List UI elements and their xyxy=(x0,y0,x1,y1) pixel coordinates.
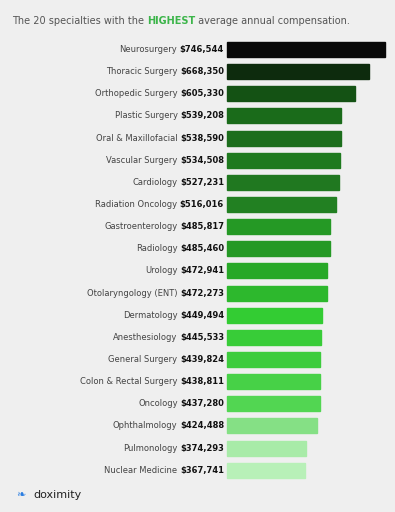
Text: Urology: Urology xyxy=(145,266,177,275)
Text: Nuclear Medicine: Nuclear Medicine xyxy=(104,466,178,475)
Text: Ophthalmology: Ophthalmology xyxy=(113,421,177,431)
Bar xyxy=(227,64,369,79)
Text: $439,824: $439,824 xyxy=(180,355,224,364)
Text: $367,741: $367,741 xyxy=(180,466,224,475)
Text: average annual compensation.: average annual compensation. xyxy=(195,16,350,26)
Bar xyxy=(227,197,336,212)
Text: $516,016: $516,016 xyxy=(180,200,224,209)
Text: $746,544: $746,544 xyxy=(180,45,224,54)
Bar xyxy=(227,219,330,234)
Bar xyxy=(227,374,320,389)
Text: Neurosurgery: Neurosurgery xyxy=(120,45,177,54)
Text: doximity: doximity xyxy=(34,490,82,500)
Text: Anesthesiology: Anesthesiology xyxy=(113,333,177,342)
Text: $374,293: $374,293 xyxy=(180,443,224,453)
Text: ❧: ❧ xyxy=(16,490,25,500)
Text: Otolaryngology (ENT): Otolaryngology (ENT) xyxy=(87,289,178,297)
Bar xyxy=(227,109,341,123)
Bar xyxy=(227,352,320,367)
Text: Pulmonology: Pulmonology xyxy=(123,443,178,453)
Bar xyxy=(227,241,330,257)
Text: Cardiology: Cardiology xyxy=(132,178,177,187)
Text: $668,350: $668,350 xyxy=(180,67,224,76)
Text: General Surgery: General Surgery xyxy=(109,355,178,364)
Bar xyxy=(227,86,355,101)
Bar xyxy=(227,440,307,456)
Text: $449,494: $449,494 xyxy=(180,311,224,319)
Text: Radiology: Radiology xyxy=(136,244,177,253)
Text: The 20 specialties with the: The 20 specialties with the xyxy=(12,16,147,26)
Bar xyxy=(227,153,340,168)
Bar xyxy=(227,175,339,190)
Text: Gastroenterology: Gastroenterology xyxy=(104,222,178,231)
Bar xyxy=(227,330,322,345)
Text: $472,273: $472,273 xyxy=(180,289,224,297)
Bar xyxy=(227,463,305,478)
Text: $538,590: $538,590 xyxy=(180,134,224,142)
Bar xyxy=(227,131,341,145)
Text: Vascular Surgery: Vascular Surgery xyxy=(106,156,178,165)
Text: $527,231: $527,231 xyxy=(180,178,224,187)
Text: Oral & Maxillofacial: Oral & Maxillofacial xyxy=(96,134,178,142)
Text: $472,941: $472,941 xyxy=(180,266,224,275)
Text: Colon & Rectal Surgery: Colon & Rectal Surgery xyxy=(80,377,178,386)
Text: $437,280: $437,280 xyxy=(180,399,224,408)
Text: Orthopedic Surgery: Orthopedic Surgery xyxy=(95,89,178,98)
Text: Thoracic Surgery: Thoracic Surgery xyxy=(106,67,178,76)
Text: $534,508: $534,508 xyxy=(180,156,224,165)
Text: $485,460: $485,460 xyxy=(180,244,224,253)
Text: Plastic Surgery: Plastic Surgery xyxy=(115,112,178,120)
Bar xyxy=(227,42,385,57)
Text: HIGHEST: HIGHEST xyxy=(147,16,195,26)
Bar xyxy=(227,396,320,411)
Text: $438,811: $438,811 xyxy=(180,377,224,386)
Bar xyxy=(227,308,322,323)
Text: Radiation Oncology: Radiation Oncology xyxy=(95,200,177,209)
Text: $445,533: $445,533 xyxy=(180,333,224,342)
Bar xyxy=(227,286,327,301)
Text: Oncology: Oncology xyxy=(138,399,178,408)
Text: Dermatology: Dermatology xyxy=(123,311,177,319)
Bar xyxy=(227,263,327,279)
Text: $605,330: $605,330 xyxy=(180,89,224,98)
Bar xyxy=(227,418,317,434)
Text: $539,208: $539,208 xyxy=(180,112,224,120)
Text: $485,817: $485,817 xyxy=(180,222,224,231)
Text: $424,488: $424,488 xyxy=(180,421,224,431)
